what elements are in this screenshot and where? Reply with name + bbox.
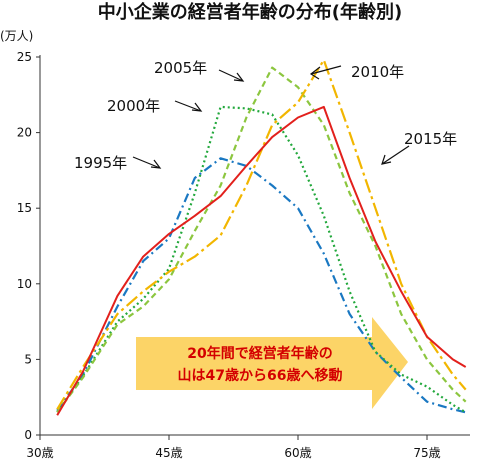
pointer-2010-head xyxy=(309,66,321,80)
y-tick-label: 5 xyxy=(24,352,32,366)
pointer-2015 xyxy=(381,145,410,165)
annotation-line-1: 20年間で経営者年齢の xyxy=(187,345,332,362)
series-label-2015: 2015年 xyxy=(404,130,457,148)
y-tick-label: 10 xyxy=(17,277,32,291)
y-tick-label: 25 xyxy=(17,50,32,64)
x-tick-label: 30歳 xyxy=(26,446,53,460)
x-tick-label: 60歳 xyxy=(284,446,311,460)
annotation-line-2: 山は47歳から66歳へ移動 xyxy=(178,367,343,384)
series-lines xyxy=(56,58,467,416)
x-ticks: 30歳 45歳 60歳 75歳 xyxy=(26,435,441,460)
series-line-0 xyxy=(56,157,466,414)
pointer-1995-head xyxy=(150,159,162,169)
y-tick-label: 20 xyxy=(17,126,32,140)
series-line-4 xyxy=(56,105,467,416)
pointer-2000 xyxy=(174,100,202,112)
axes xyxy=(39,55,470,436)
series-label-2010: 2010年 xyxy=(351,63,404,81)
pointer-1995 xyxy=(132,156,161,169)
series-line-3 xyxy=(56,58,467,410)
series-line-2 xyxy=(56,66,467,413)
chart-title: 中小企業の経営者年齢の分布(年齢別) xyxy=(98,1,402,23)
y-tick-label: 0 xyxy=(24,428,32,442)
series-label-1995: 1995年 xyxy=(74,154,127,172)
annotation-arrow: 20年間で経営者年齢の 山は47歳から66歳へ移動 xyxy=(136,317,408,409)
pointer-2005-head xyxy=(233,72,245,82)
y-unit-label: (万人) xyxy=(0,29,33,43)
annotation-arrow-shape xyxy=(136,317,408,409)
series-labels: 1995年 2000年 2005年 2010年 2015年 xyxy=(74,59,457,172)
x-tick-label: 45歳 xyxy=(155,446,182,460)
y-tick-label: 15 xyxy=(17,201,32,215)
pointer-2010 xyxy=(310,65,342,75)
pointer-2015-head xyxy=(381,154,392,165)
series-line-1 xyxy=(56,105,467,414)
x-tick-label: 75歳 xyxy=(413,446,440,460)
pointer-2000-head xyxy=(191,102,203,112)
pointer-2005 xyxy=(218,69,244,82)
series-label-2005: 2005年 xyxy=(154,59,207,77)
y-ticks: 0 5 10 15 20 25 xyxy=(17,50,40,442)
series-label-2000: 2000年 xyxy=(107,97,160,115)
